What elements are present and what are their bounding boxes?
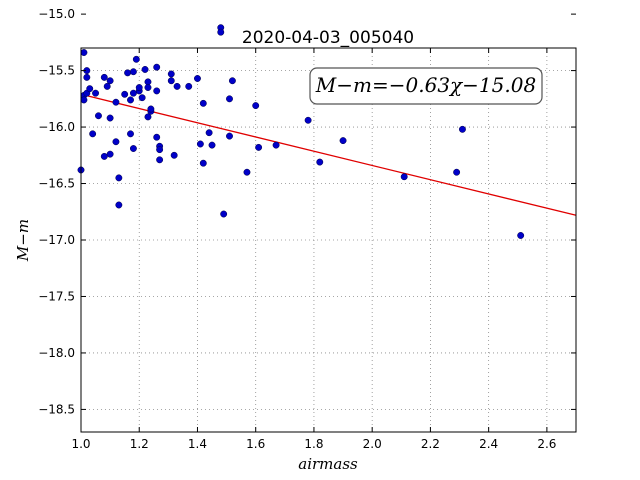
x-tick-label: 2.6	[537, 437, 556, 451]
fit-equation-box: M−m=−0.63χ−15.08	[309, 67, 543, 105]
x-tick-label: 2.4	[479, 437, 498, 451]
y-tick-label: −16.5	[38, 177, 75, 191]
data-point	[167, 70, 175, 78]
data-point	[121, 90, 129, 98]
y-tick-label: −18.0	[38, 346, 75, 360]
y-tick-label: −17.0	[38, 233, 75, 247]
y-tick-label: −15.0	[38, 7, 75, 21]
data-point	[80, 49, 88, 56]
y-tick-label: −16.0	[38, 120, 75, 134]
x-tick-label: 2.2	[421, 437, 440, 451]
data-point	[129, 68, 137, 76]
data-point	[129, 145, 137, 152]
data-point	[226, 132, 233, 140]
data-point	[199, 99, 207, 107]
y-axis-label: M−m	[14, 219, 32, 262]
data-point	[144, 113, 152, 121]
y-tick-label: −17.5	[38, 289, 75, 303]
data-point	[92, 89, 100, 97]
data-point	[228, 77, 236, 85]
data-point	[106, 114, 114, 122]
data-point	[339, 137, 347, 145]
data-point	[144, 84, 152, 91]
data-point	[112, 138, 120, 146]
data-point	[141, 66, 149, 73]
data-point	[217, 28, 225, 36]
data-point	[167, 77, 175, 85]
data-point	[196, 140, 204, 148]
data-point	[458, 125, 466, 133]
equation-box-frame	[309, 67, 543, 105]
data-point	[127, 96, 134, 104]
y-tick-label: −15.5	[38, 64, 75, 78]
data-point	[453, 168, 461, 176]
data-point	[83, 73, 91, 81]
x-tick-label: 2.0	[363, 437, 382, 451]
x-axis-label: airmass	[298, 455, 358, 473]
axis-ticks	[80, 13, 576, 432]
data-point	[400, 173, 408, 181]
data-point	[135, 84, 143, 91]
data-point	[132, 55, 140, 63]
x-tick-label: 1.4	[188, 437, 207, 451]
data-point	[185, 82, 193, 90]
data-point	[304, 116, 312, 124]
data-point	[86, 85, 94, 93]
chart-title: 2020-04-03_005040	[242, 28, 414, 48]
data-point	[89, 130, 97, 138]
data-point	[103, 82, 111, 90]
y-tick-labels: −15.0 −15.5 −16.0 −16.5 −17.0 −17.5 −18.0 −18.5	[38, 7, 75, 416]
data-point	[100, 152, 108, 160]
x-tick-label: 1.8	[304, 437, 323, 451]
x-tick-labels: 1.0 1.2 1.4 1.6 1.8 2.0 2.2 2.4 2.6	[71, 437, 556, 451]
data-point	[156, 146, 164, 154]
fit-equation-text: M−m=−0.63χ−15.08	[315, 73, 536, 97]
data-point	[220, 210, 228, 218]
data-point	[147, 105, 155, 113]
y-tick-label: −18.5	[38, 402, 75, 416]
data-point	[199, 159, 207, 167]
data-point	[208, 141, 216, 149]
data-point	[106, 150, 114, 158]
data-point	[243, 168, 251, 176]
data-point	[138, 94, 146, 102]
data-point	[100, 73, 108, 81]
data-point	[106, 77, 114, 85]
data-point	[205, 129, 213, 137]
data-point	[316, 158, 324, 166]
data-points	[77, 24, 525, 239]
fit-line-group	[80, 93, 577, 216]
data-point	[153, 133, 161, 141]
data-point	[252, 102, 260, 110]
grid	[81, 48, 576, 432]
data-point	[153, 63, 161, 71]
data-point	[127, 130, 134, 138]
data-point	[194, 75, 201, 82]
data-point	[80, 96, 88, 104]
data-point	[124, 69, 132, 77]
x-tick-label: 1.6	[246, 437, 265, 451]
data-point	[112, 98, 120, 106]
data-point	[95, 112, 102, 120]
data-point	[173, 82, 181, 90]
data-point	[129, 89, 137, 97]
data-point	[156, 156, 164, 164]
data-point	[115, 174, 123, 182]
data-point	[226, 95, 233, 103]
x-tick-label: 1.0	[71, 437, 90, 451]
fit-line	[80, 93, 577, 216]
data-point	[517, 232, 525, 239]
data-point	[170, 151, 178, 159]
data-point	[272, 141, 280, 149]
x-tick-label: 1.2	[130, 437, 149, 451]
data-point	[153, 87, 161, 95]
data-point	[115, 201, 123, 209]
data-point	[255, 143, 263, 151]
